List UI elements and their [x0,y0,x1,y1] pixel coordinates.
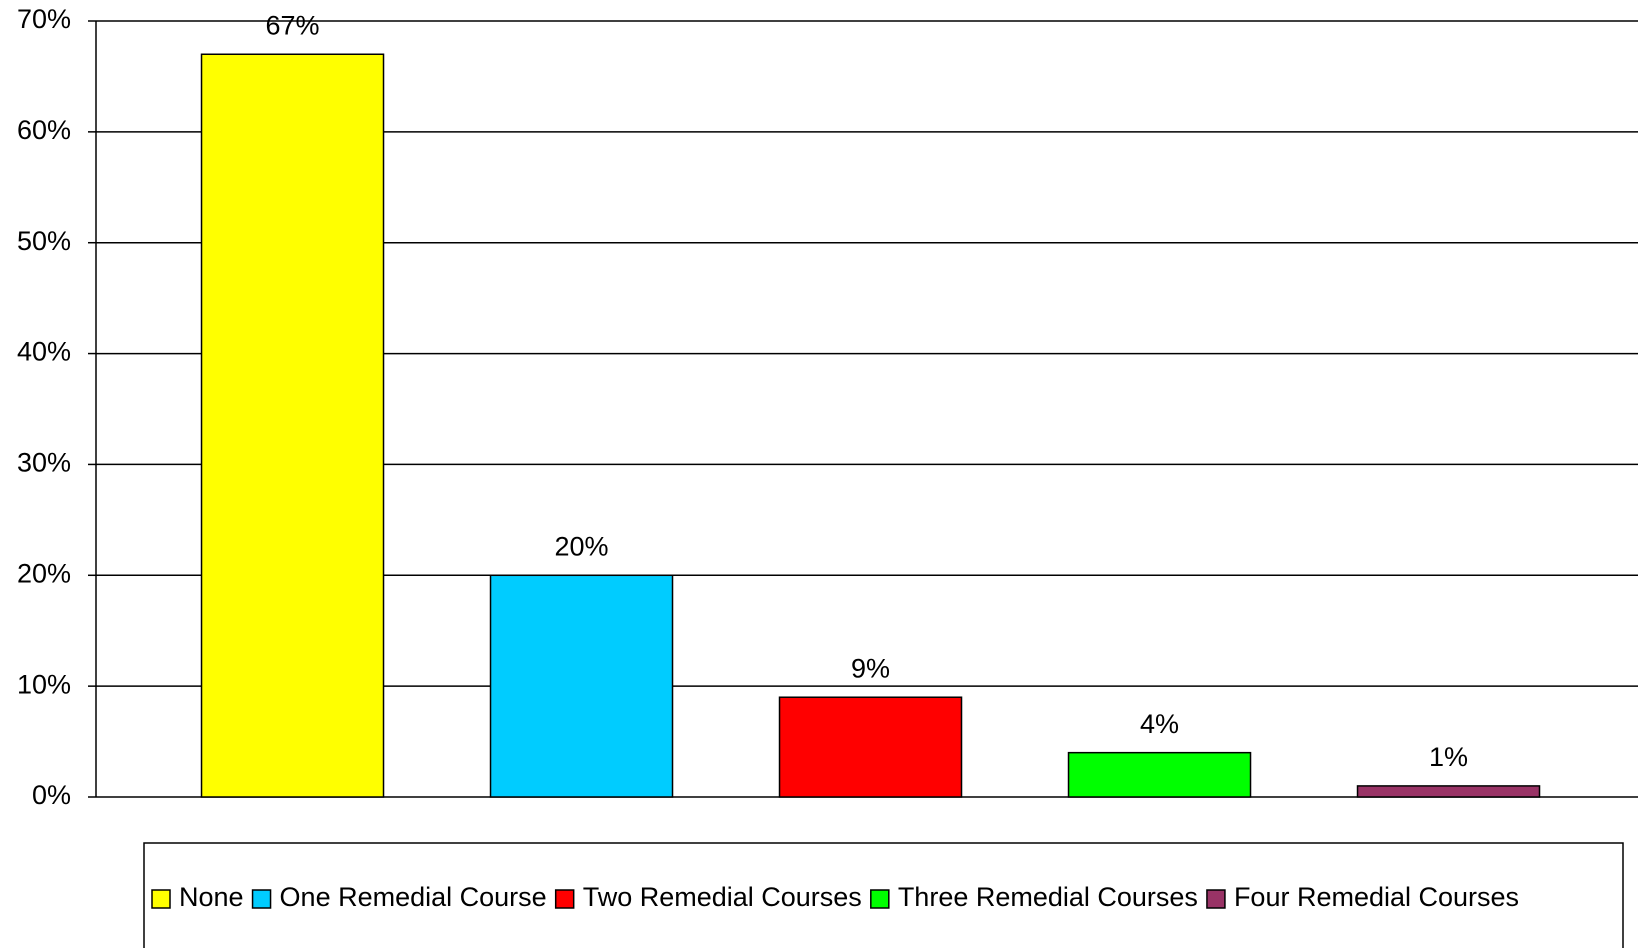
y-tick-label: 30% [17,448,71,478]
legend-label: Two Remedial Courses [583,882,862,912]
bar [1067,751,1252,798]
legend-swatch [251,889,272,909]
data-label: 4% [1140,709,1179,739]
y-tick-label: 60% [17,115,71,145]
legend-label: Three Remedial Courses [898,882,1198,912]
data-label: 1% [1429,742,1468,772]
legend-label: None [179,882,244,912]
y-tick-label: 50% [17,226,71,256]
legend-swatch [870,889,890,909]
data-label: 9% [851,653,890,683]
bar [1356,785,1541,798]
bar [778,696,963,798]
legend-swatch [1206,889,1226,909]
y-tick-label: 40% [17,337,71,367]
y-tick-label: 70% [17,4,71,34]
bar [200,53,385,798]
legend-swatch [554,889,575,909]
bar [489,574,674,798]
y-tick-label: 10% [17,669,71,699]
legend-swatch [151,889,171,909]
legend-label: Four Remedial Courses [1234,882,1519,912]
y-tick-label: 20% [17,558,71,588]
legend-label: One Remedial Course [280,882,547,912]
data-label: 67% [265,10,319,40]
data-label: 20% [554,531,608,561]
y-tick-label: 0% [32,780,71,810]
